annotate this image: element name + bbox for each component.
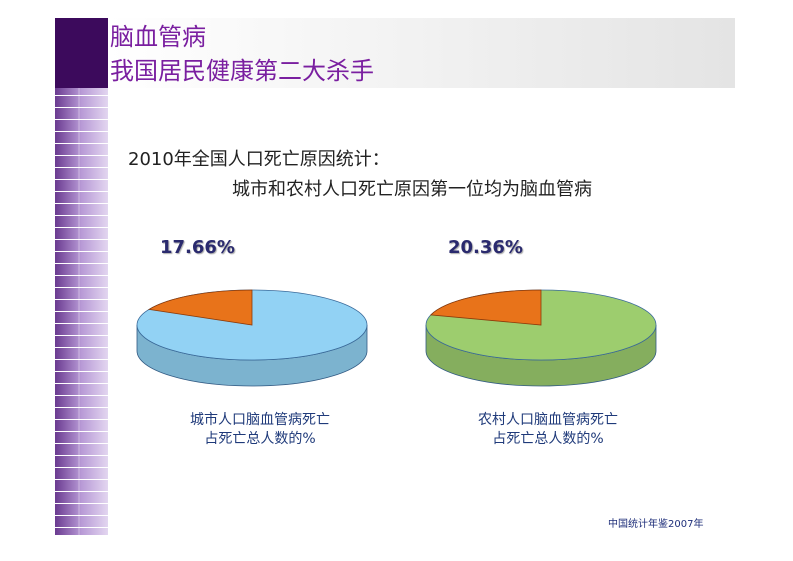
- header-block: [55, 18, 108, 88]
- pie-caption: 城市人口脑血管病死亡: [190, 411, 330, 428]
- value-label: 20.36%: [448, 237, 523, 258]
- pie-slice: [429, 289, 542, 326]
- title: 我国居民健康第二大杀手: [110, 57, 374, 85]
- pie-caption: 农村人口脑血管病死亡: [478, 412, 618, 428]
- pie-caption: 占死亡总人数的%: [204, 431, 315, 447]
- subtitle: 城市和农村人口死亡原因第一位均为脑血管病: [232, 179, 592, 200]
- source: 中国统计年鉴2007年: [608, 517, 703, 530]
- pie-caption: 占死亡总人数的%: [492, 431, 603, 447]
- header-band: [108, 18, 735, 88]
- side-stripes: [55, 88, 108, 535]
- pie-slice: [147, 289, 253, 326]
- subtitle: 2010年全国人口死亡原因统计：: [128, 149, 390, 170]
- value-label: 17.66%: [160, 237, 235, 258]
- title: 脑血管病: [110, 23, 206, 51]
